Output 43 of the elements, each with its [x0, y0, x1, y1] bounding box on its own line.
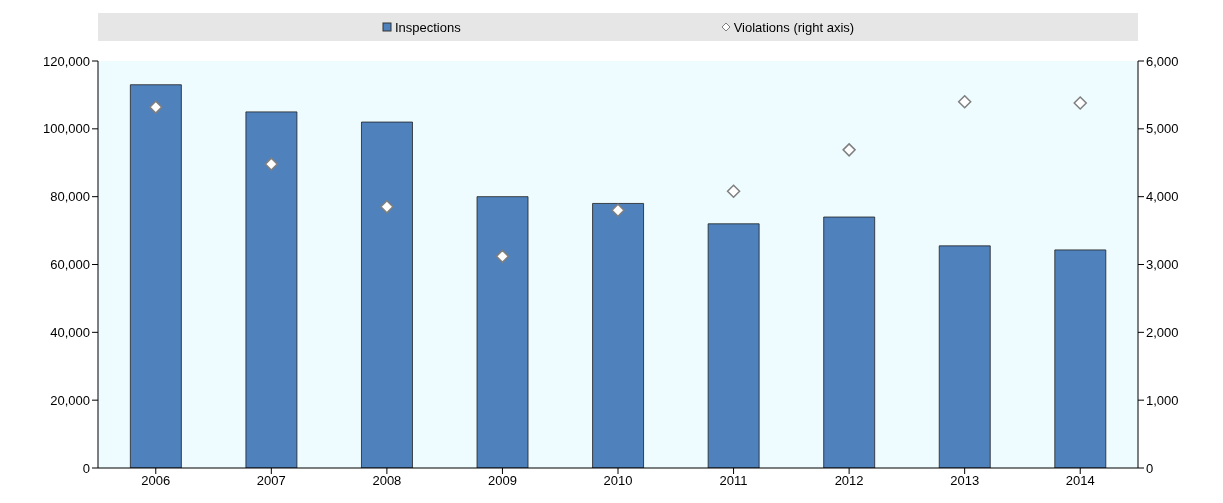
x-tick-label: 2008	[372, 473, 402, 489]
x-tick-label: 2009	[487, 473, 517, 489]
x-tick-label: 2012	[834, 473, 864, 489]
y2-tick-label: 4,000	[1146, 189, 1179, 205]
bar	[1054, 249, 1107, 468]
y2-tick-label: 0	[1146, 460, 1154, 476]
point	[726, 184, 741, 198]
bar	[476, 196, 529, 468]
bar	[361, 121, 413, 468]
y2-tick-label: 1,000	[1146, 392, 1179, 408]
legend-label: Violations (right axis)	[732, 19, 855, 35]
y-tick-label: 0	[82, 460, 90, 476]
x-tick-label: 2010	[603, 473, 633, 489]
bar	[938, 245, 991, 468]
x-tick-label: 2006	[141, 473, 171, 489]
bar	[245, 111, 298, 468]
x-tick-label: 2013	[950, 473, 980, 489]
y2-tick-label: 6,000	[1146, 53, 1179, 69]
point	[842, 143, 856, 157]
bar	[592, 203, 644, 468]
point	[495, 249, 510, 264]
point	[380, 200, 394, 214]
y-tick-label: 40,000	[50, 324, 90, 340]
y2-tick-label: 3,000	[1146, 257, 1179, 273]
point	[1073, 96, 1087, 110]
y-tick-label: 20,000	[50, 392, 90, 408]
legend-label: Inspections	[393, 19, 461, 35]
y2-tick-label: 2,000	[1146, 324, 1179, 340]
point	[264, 157, 279, 171]
y-tick-label: 60,000	[50, 257, 90, 273]
y-tick-label: 120,000	[43, 53, 90, 69]
x-tick-label: 2014	[1065, 473, 1095, 489]
point	[611, 203, 625, 217]
y2-tick-label: 5,000	[1146, 121, 1179, 137]
x-tick-label: 2011	[719, 473, 748, 489]
bar	[823, 216, 876, 468]
bar	[707, 223, 760, 468]
y-tick-label: 100,000	[43, 121, 90, 137]
x-tick-label: 2007	[256, 473, 286, 489]
bar	[129, 84, 182, 468]
point	[149, 100, 163, 114]
point	[957, 94, 972, 109]
y-tick-label: 80,000	[50, 189, 90, 205]
